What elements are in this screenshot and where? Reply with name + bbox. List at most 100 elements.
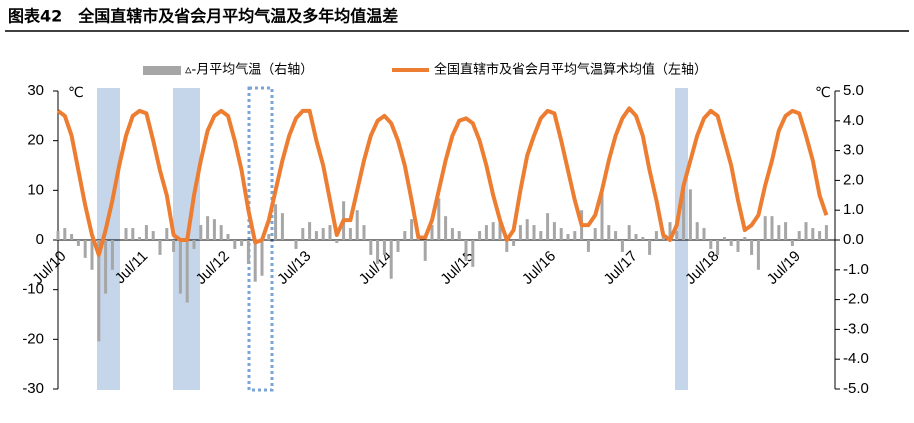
- bar: [199, 225, 203, 240]
- bar: [716, 240, 720, 255]
- bar: [586, 240, 590, 252]
- y2-tick-label: 5.0: [843, 82, 864, 99]
- bar: [430, 225, 434, 240]
- highlight-band: [675, 88, 688, 390]
- bar: [675, 231, 679, 240]
- y2-tick-label: 4.0: [843, 112, 864, 129]
- y-tick-label: 0: [36, 231, 44, 248]
- bar: [376, 240, 380, 264]
- bar: [104, 240, 108, 294]
- bar: [185, 240, 189, 303]
- bar: [512, 240, 516, 246]
- chart-title: 图表42 全国直辖市及省会月平均气温及多年均值温差: [8, 7, 398, 26]
- bar: [172, 240, 176, 252]
- bar: [178, 240, 182, 294]
- y2-tick-label: -3.0: [843, 320, 869, 337]
- y2-tick-label: -1.0: [843, 261, 869, 278]
- bar: [206, 216, 210, 240]
- bar: [546, 213, 550, 240]
- bar: [362, 225, 366, 240]
- y2-tick-label: -2.0: [843, 291, 869, 308]
- bar: [382, 240, 386, 255]
- bar: [226, 234, 230, 240]
- x-tick-label: Jul/16: [519, 248, 559, 288]
- bar: [403, 231, 407, 240]
- bar: [654, 231, 658, 240]
- bar: [233, 240, 237, 249]
- bar: [151, 231, 155, 240]
- bar: [97, 240, 101, 342]
- bar: [539, 231, 543, 240]
- bar: [478, 231, 482, 240]
- bar: [552, 222, 556, 240]
- bar: [314, 231, 318, 240]
- legend-swatch: [143, 66, 181, 75]
- bar: [648, 240, 652, 255]
- bar: [811, 228, 815, 240]
- bar: [423, 240, 427, 261]
- bar: [158, 240, 162, 255]
- bar: [743, 237, 747, 240]
- bar: [784, 222, 788, 240]
- y-axis-unit: ℃: [68, 85, 84, 101]
- bar: [457, 231, 461, 240]
- bar: [532, 225, 536, 240]
- bar: [124, 228, 128, 240]
- y-tick-label: 30: [27, 82, 44, 99]
- bar: [620, 240, 624, 252]
- bar: [301, 228, 305, 240]
- bar: [688, 189, 692, 240]
- x-tick-label: Jul/13: [274, 248, 314, 288]
- bar: [498, 222, 502, 240]
- bar: [260, 240, 264, 276]
- bar: [396, 240, 400, 252]
- y2-tick-label: 1.0: [843, 201, 864, 218]
- bar: [63, 228, 67, 240]
- bar: [729, 240, 733, 246]
- bar: [165, 228, 169, 240]
- bar: [369, 240, 373, 255]
- bar: [450, 228, 454, 240]
- bar: [518, 225, 522, 240]
- bar: [321, 228, 325, 240]
- bar: [695, 222, 699, 240]
- y2-axis-unit: ℃: [815, 85, 831, 101]
- y2-tick-label: -4.0: [843, 350, 869, 367]
- bar: [212, 219, 216, 240]
- bar: [471, 240, 475, 267]
- y-tick-label: 10: [27, 181, 44, 198]
- bar: [253, 240, 257, 282]
- bar: [267, 234, 271, 240]
- plot: -30 -20 -10 0 10 20 30 -5.0 -4.0 -3.0 -2.0 -1.0 0.0 1…: [22, 62, 869, 397]
- bar: [736, 240, 740, 252]
- bar: [70, 234, 74, 240]
- bar: [491, 222, 495, 240]
- bar: [818, 231, 822, 240]
- bar: [641, 237, 645, 240]
- bar: [682, 189, 686, 240]
- bar: [484, 225, 488, 240]
- highlight-band: [97, 88, 120, 390]
- bar: [144, 225, 148, 240]
- bar: [668, 222, 672, 240]
- bar: [294, 240, 298, 249]
- bar: [505, 240, 509, 252]
- bar: [559, 228, 563, 240]
- bar: [83, 240, 87, 258]
- x-tick-label: Jul/17: [601, 248, 641, 288]
- bar: [348, 228, 352, 240]
- bar: [308, 222, 312, 240]
- bar: [709, 240, 713, 249]
- bar: [756, 240, 760, 270]
- bar: [274, 204, 278, 240]
- bar: [56, 231, 60, 240]
- bar: [763, 216, 767, 240]
- bar: [219, 225, 223, 240]
- bar: [131, 228, 135, 240]
- y2-tick-label: 2.0: [843, 171, 864, 188]
- bar: [525, 219, 529, 240]
- bar: [790, 240, 794, 246]
- bar: [627, 225, 631, 240]
- x-tick-label: Jul/10: [29, 248, 69, 288]
